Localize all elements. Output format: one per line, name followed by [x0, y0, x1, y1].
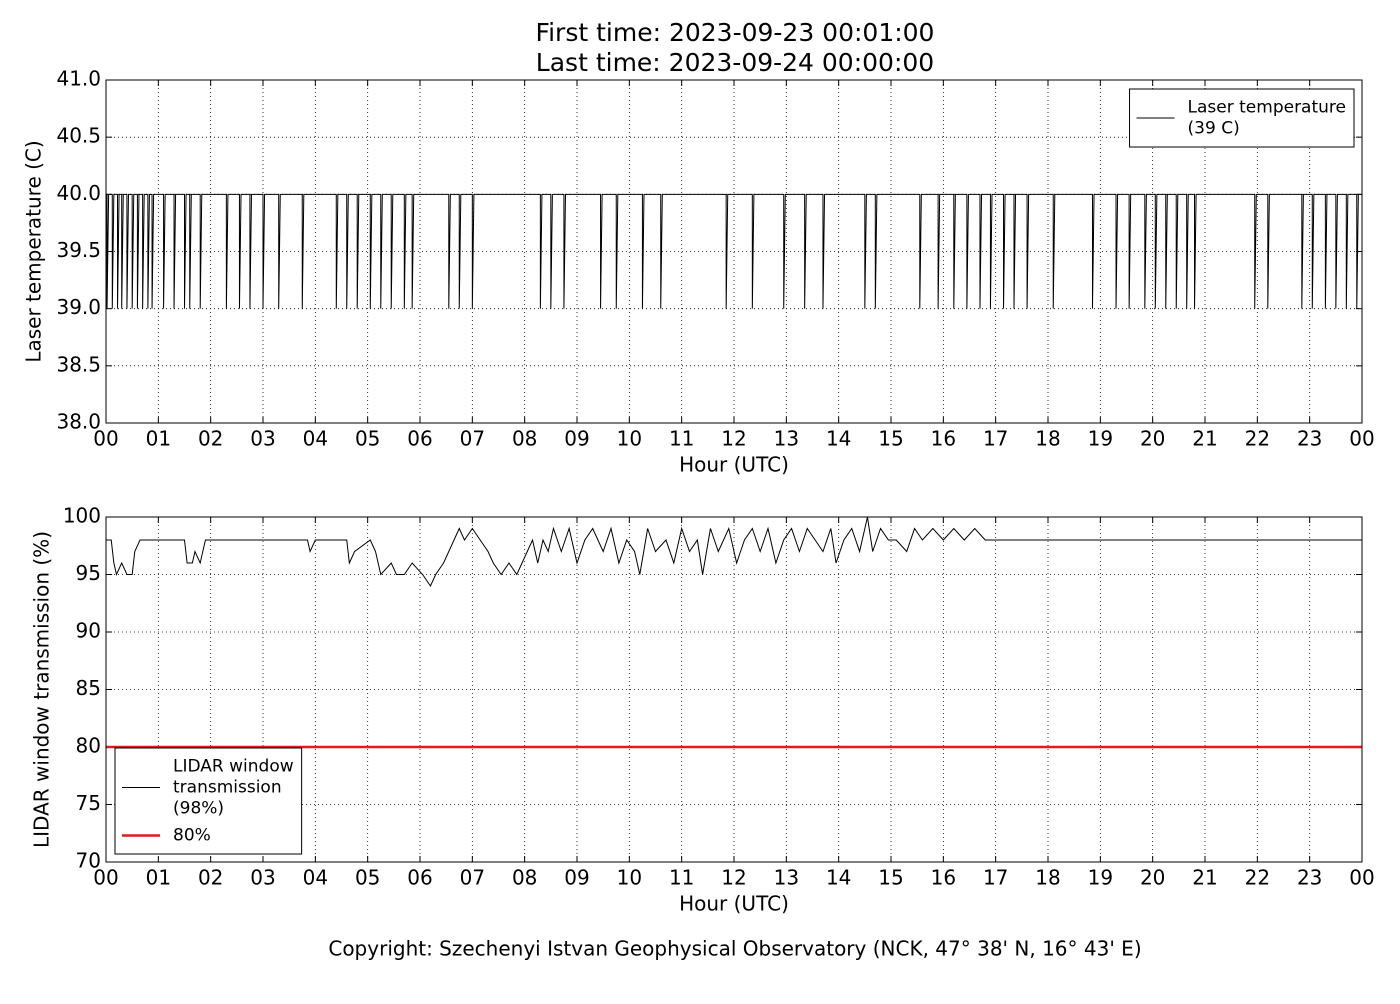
x-axis-label: Hour (UTC) — [679, 453, 789, 477]
title-line: First time: 2023-09-23 00:01:00 — [536, 18, 935, 47]
legend-label: transmission — [173, 778, 282, 798]
y-tick-label: 90 — [76, 619, 101, 643]
legend-label: (98%) — [173, 799, 224, 819]
y-axis-label: Laser temperature (C) — [22, 140, 46, 362]
plot-frame — [105, 516, 1363, 863]
x-tick-label: 20 — [1140, 427, 1165, 451]
x-tick-label: 00 — [93, 866, 118, 890]
y-tick-label: 38.5 — [56, 352, 101, 376]
x-tick-label: 02 — [198, 427, 223, 451]
x-tick-label: 05 — [355, 866, 380, 890]
x-tick-label: 15 — [878, 866, 903, 890]
x-tick-label: 07 — [460, 866, 485, 890]
x-tick-label: 18 — [1035, 427, 1060, 451]
footer: Copyright: Szechenyi Istvan Geophysical … — [328, 937, 1141, 961]
x-tick-label: 22 — [1245, 427, 1270, 451]
x-tick-label: 11 — [669, 866, 694, 890]
x-tick-label: 05 — [355, 427, 380, 451]
x-tick-label: 12 — [721, 427, 746, 451]
x-tick-label: 01 — [146, 866, 171, 890]
x-tick-label: 20 — [1140, 866, 1165, 890]
x-tick-label: 04 — [303, 427, 328, 451]
x-tick-label: 22 — [1245, 866, 1270, 890]
x-tick-label: 08 — [512, 866, 537, 890]
x-tick-label: 17 — [983, 866, 1008, 890]
x-tick-label: 12 — [721, 866, 746, 890]
data-line — [106, 517, 1362, 588]
x-tick-label: 03 — [250, 866, 275, 890]
x-tick-label: 21 — [1192, 427, 1217, 451]
y-tick-label: 38.0 — [56, 410, 101, 434]
x-tick-label: 00 — [93, 427, 118, 451]
legend: Laser temperature(39 C) — [1129, 88, 1355, 148]
x-tick-label: 04 — [303, 866, 328, 890]
x-tick-label: 13 — [774, 427, 799, 451]
y-tick-label: 40.5 — [56, 124, 101, 148]
x-tick-label: 03 — [250, 427, 275, 451]
y-tick-label: 75 — [76, 791, 101, 815]
y-tick-label: 39.0 — [56, 295, 101, 319]
x-tick-label: 15 — [878, 427, 903, 451]
y-tick-label: 41.0 — [56, 67, 101, 91]
data-line — [106, 193, 1362, 309]
x-tick-label: 23 — [1297, 427, 1322, 451]
y-tick-label: 39.5 — [56, 238, 101, 262]
x-tick-label: 19 — [1088, 427, 1113, 451]
x-tick-label: 16 — [931, 866, 956, 890]
x-tick-label: 23 — [1297, 866, 1322, 890]
x-tick-label: 11 — [669, 427, 694, 451]
legend-label: 80% — [173, 826, 211, 846]
plot-frame — [105, 79, 1363, 424]
x-tick-label: 21 — [1192, 866, 1217, 890]
y-axis-label: LIDAR window transmission (%) — [30, 531, 54, 848]
x-tick-label: 10 — [617, 427, 642, 451]
x-tick-label: 07 — [460, 427, 485, 451]
x-tick-label: 14 — [826, 427, 851, 451]
x-tick-label: 16 — [931, 427, 956, 451]
y-tick-label: 40.0 — [56, 181, 101, 205]
legend-label: Laser temperature — [1188, 98, 1346, 118]
y-tick-label: 95 — [76, 561, 101, 585]
x-tick-label: 19 — [1088, 866, 1113, 890]
legend-label: (39 C) — [1188, 119, 1240, 139]
x-tick-label: 13 — [774, 866, 799, 890]
legend-label: LIDAR window — [173, 757, 294, 777]
x-tick-label: 08 — [512, 427, 537, 451]
x-tick-label: 09 — [564, 866, 589, 890]
x-tick-label: 01 — [146, 427, 171, 451]
y-tick-label: 70 — [76, 849, 101, 873]
x-tick-label: 10 — [617, 866, 642, 890]
y-tick-label: 100 — [63, 504, 101, 528]
x-tick-label: 18 — [1035, 866, 1060, 890]
title-line: Last time: 2023-09-24 00:00:00 — [536, 48, 934, 77]
x-tick-label: 00 — [1349, 427, 1374, 451]
x-tick-label: 06 — [407, 866, 432, 890]
x-axis-label: Hour (UTC) — [679, 892, 789, 916]
y-tick-label: 85 — [76, 676, 101, 700]
x-tick-label: 09 — [564, 427, 589, 451]
x-tick-label: 14 — [826, 866, 851, 890]
x-tick-label: 00 — [1349, 866, 1374, 890]
x-tick-label: 17 — [983, 427, 1008, 451]
x-tick-label: 02 — [198, 866, 223, 890]
y-tick-label: 80 — [76, 734, 101, 758]
x-tick-label: 06 — [407, 427, 432, 451]
